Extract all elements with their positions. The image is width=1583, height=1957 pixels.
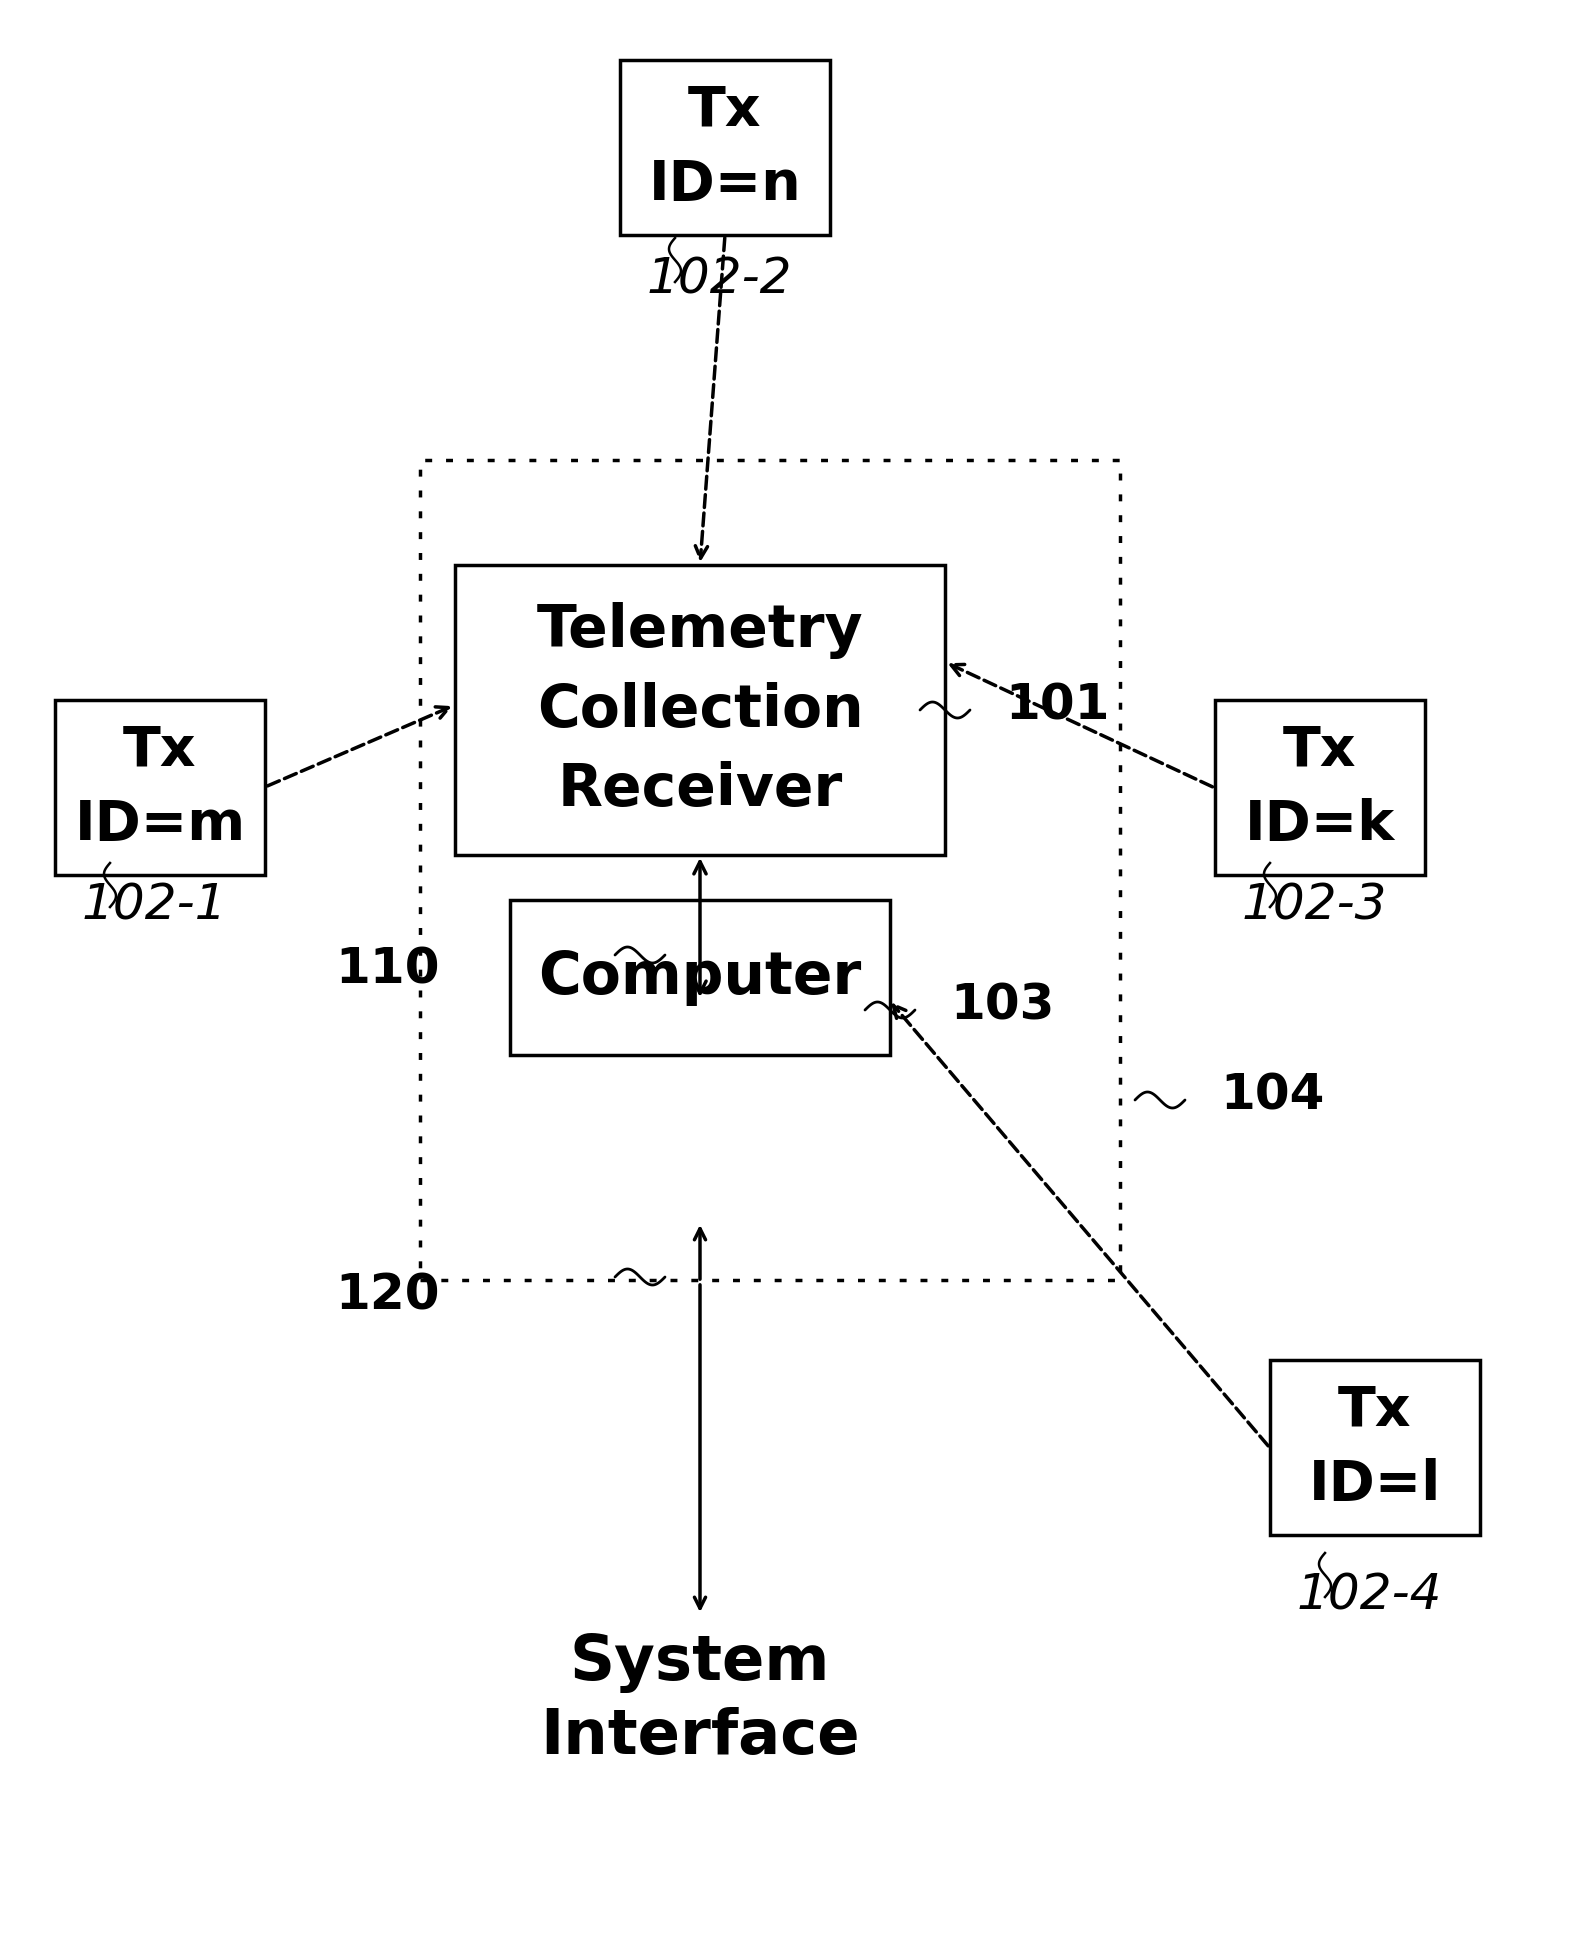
Text: 102-1: 102-1: [82, 881, 228, 930]
Bar: [621, 61, 829, 235]
Text: System
Interface: System Interface: [540, 1632, 860, 1767]
Text: Tx
ID=l: Tx ID=l: [1309, 1384, 1441, 1513]
Text: Tx
ID=n: Tx ID=n: [649, 82, 801, 211]
Text: 120: 120: [336, 1270, 440, 1319]
Text: Computer: Computer: [538, 949, 861, 1006]
Text: 110: 110: [336, 945, 440, 994]
Bar: [510, 900, 890, 1055]
Text: Telemetry
Collection
Receiver: Telemetry Collection Receiver: [537, 603, 863, 818]
Bar: [1216, 701, 1425, 875]
Text: Tx
ID=k: Tx ID=k: [1244, 722, 1395, 851]
Bar: [419, 460, 1121, 1280]
Text: 102-2: 102-2: [647, 256, 793, 303]
Bar: [1270, 1360, 1480, 1534]
Text: 103: 103: [950, 980, 1054, 1029]
Bar: [454, 566, 945, 855]
Text: 104: 104: [1220, 1070, 1325, 1119]
Bar: [55, 701, 264, 875]
Text: Tx
ID=m: Tx ID=m: [74, 722, 245, 851]
Text: 101: 101: [1005, 681, 1110, 730]
Text: 102-3: 102-3: [1243, 881, 1388, 930]
Text: 102-4: 102-4: [1296, 1571, 1442, 1618]
